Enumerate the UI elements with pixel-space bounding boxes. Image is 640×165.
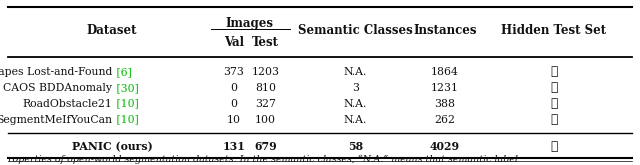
Text: 327: 327 [255,99,276,109]
Text: 4029: 4029 [430,141,460,152]
Text: SegmentMeIfYouCan: SegmentMeIfYouCan [0,115,112,125]
Text: RoadObstacle21: RoadObstacle21 [22,99,112,109]
Text: 10: 10 [227,115,241,125]
Text: PANIC (ours): PANIC (ours) [72,141,152,152]
Text: [10]: [10] [113,99,139,109]
Text: 3: 3 [352,83,358,93]
Text: N.A.: N.A. [344,115,367,125]
Text: 679: 679 [254,141,277,152]
Text: 388: 388 [435,99,455,109]
Text: 100: 100 [255,115,276,125]
Text: ✓: ✓ [550,97,557,110]
Text: Val: Val [223,36,244,49]
Text: Fishyscapes Lost-and-Found: Fishyscapes Lost-and-Found [0,67,112,77]
Text: Semantic Classes: Semantic Classes [298,24,413,37]
Text: N.A.: N.A. [344,99,367,109]
Text: Hidden Test Set: Hidden Test Set [501,24,606,37]
Text: Dataset: Dataset [87,24,137,37]
Text: ✗: ✗ [550,81,557,94]
Text: 373: 373 [223,67,244,77]
Text: 810: 810 [255,83,276,93]
Text: ✓: ✓ [550,65,557,78]
Text: roperties of open-world segmentation datasets. In the semantic classes, “N.A.” m: roperties of open-world segmentation dat… [8,155,518,164]
Text: 262: 262 [435,115,455,125]
Text: 1864: 1864 [431,67,459,77]
Text: 0: 0 [230,99,237,109]
Text: 0: 0 [230,83,237,93]
Text: [6]: [6] [113,67,132,77]
Text: Test: Test [252,36,279,49]
Text: CAOS BDDAnomaly: CAOS BDDAnomaly [3,83,112,93]
Text: [30]: [30] [113,83,139,93]
Text: ✓: ✓ [550,140,557,153]
Text: [10]: [10] [113,115,139,125]
Text: 1203: 1203 [252,67,280,77]
Text: N.A.: N.A. [344,67,367,77]
Text: Images: Images [226,17,274,30]
Text: 58: 58 [348,141,363,152]
Text: Instances: Instances [413,24,477,37]
Text: 1231: 1231 [431,83,459,93]
Text: ✓: ✓ [550,113,557,126]
Text: 131: 131 [222,141,245,152]
